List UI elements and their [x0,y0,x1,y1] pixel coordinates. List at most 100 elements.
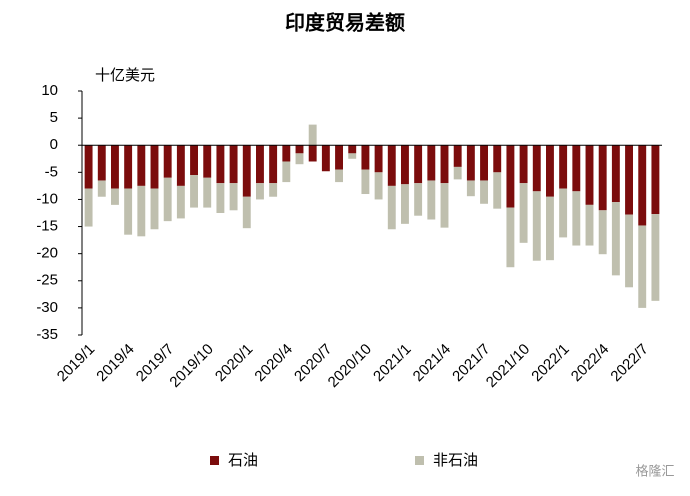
bar [216,145,225,184]
bar [335,145,343,170]
y-tick-label: -5 [45,163,58,180]
bar [493,172,502,209]
y-tick-label: -20 [36,245,58,262]
bar [256,145,264,184]
bar [506,207,515,268]
bar [295,153,304,165]
legend-swatch [210,456,219,465]
bar [124,145,133,189]
bar [598,210,607,255]
x-tick-label: 2020/10 [325,341,375,391]
bar [651,145,660,215]
bar [216,183,225,213]
bar [256,183,264,200]
legend-label: 石油 [228,452,258,469]
bar [611,145,620,203]
bar [493,145,502,173]
x-tick-label: 2022/7 [607,341,651,385]
bar [124,188,133,235]
bar [638,145,647,226]
bar [480,180,488,204]
bar [308,145,317,162]
y-tick-label: 0 [50,136,58,153]
x-tick-label: 2020/4 [251,341,295,385]
bar [282,161,291,183]
bar [361,169,370,195]
bar [242,196,251,229]
bar [401,145,409,185]
y-tick-label: 5 [50,109,58,126]
y-axis-label: 十亿美元 [95,67,155,84]
bar [572,191,581,246]
x-tick-label: 2022/4 [568,341,612,385]
bar [348,145,357,154]
bar [506,145,515,208]
y-tick-label: -15 [36,218,58,235]
bar [269,183,278,197]
bar [480,145,488,181]
bar [242,145,251,197]
bar [361,145,370,170]
bar [440,145,449,184]
bar [638,225,647,308]
bar [387,145,396,186]
bar [84,188,93,227]
bar [97,145,106,181]
bar [97,180,106,197]
bar [335,169,343,183]
bar [308,124,317,146]
bar [176,145,185,186]
y-tick-label: -30 [36,299,58,316]
bar [546,145,554,197]
y-tick-label: -10 [36,190,58,207]
x-tick-label: 2022/1 [528,341,572,385]
bar [466,180,475,197]
bar [519,183,528,243]
bar [427,145,436,181]
bar [282,145,291,162]
bar [111,188,119,205]
bar [427,180,436,220]
bar [111,145,119,189]
bar [295,145,304,154]
bar [611,202,620,276]
x-tick-label: 2021/10 [483,341,533,391]
legend-label: 非石油 [433,452,478,469]
bar [137,145,146,186]
bar [401,184,409,224]
bar [374,145,383,173]
x-tick-label: 2021/1 [370,341,414,385]
bar [414,183,423,216]
x-tick-label: 2019/10 [166,341,216,391]
bar [625,145,633,215]
bar [559,188,568,238]
bar [585,145,594,205]
bar [269,145,278,184]
bar [150,145,159,189]
chart-title: 印度贸易差额 [285,10,405,34]
y-tick-label: -35 [36,326,58,343]
y-tick-label: -25 [36,272,58,289]
bar [519,145,528,184]
x-tick-label: 2020/1 [212,341,256,385]
bar [203,145,212,178]
bar [374,172,383,200]
bar [453,145,462,167]
bar [546,196,554,261]
x-tick-label: 2019/1 [54,341,98,385]
legend-swatch [415,456,424,465]
bar [190,145,198,176]
bar [348,153,357,159]
bar [84,145,93,189]
bar [585,204,594,246]
bar [387,185,396,230]
bar [559,145,568,189]
bar [440,183,449,228]
bar [163,177,172,222]
bar [572,145,581,192]
bar [229,183,238,211]
bar [598,145,607,211]
bar [625,214,633,288]
bar [150,188,159,230]
